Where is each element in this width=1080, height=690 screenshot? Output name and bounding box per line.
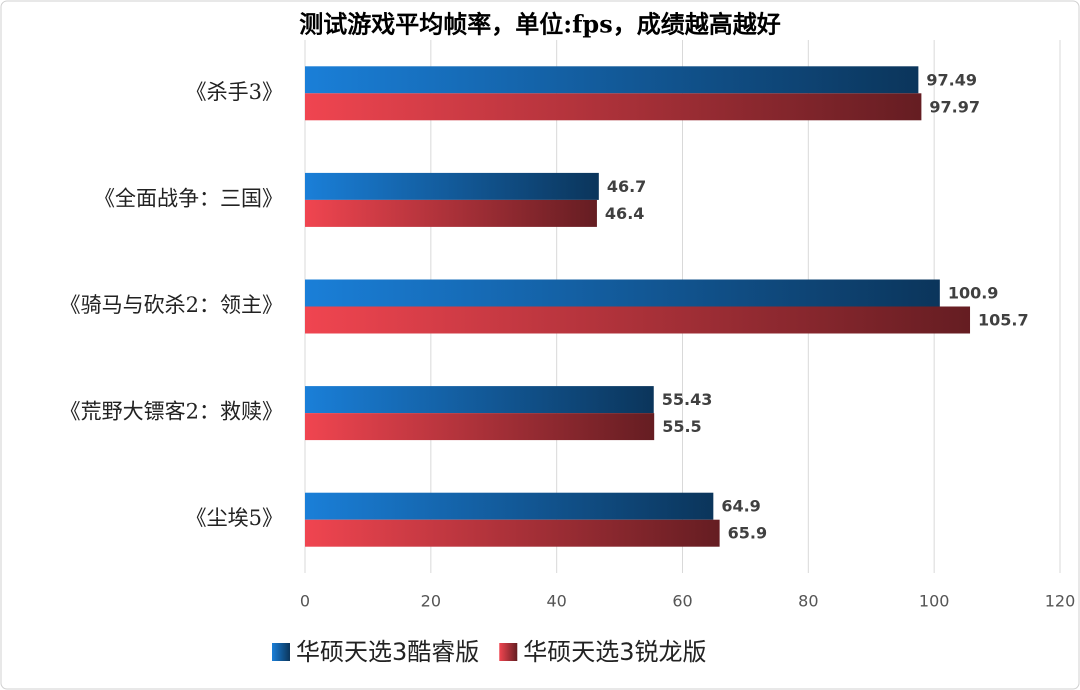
x-tick-label: 0 — [300, 592, 310, 611]
bar — [305, 413, 655, 441]
data-label: 65.9 — [728, 524, 767, 543]
data-label: 97.97 — [929, 97, 980, 116]
y-tick-label: 《全面战争：三国》 — [94, 186, 283, 210]
y-tick-label: 《荒野大镖客2：救赎》 — [60, 400, 283, 424]
legend-label: 华硕天选3锐龙版 — [523, 638, 706, 666]
bar — [305, 279, 940, 307]
data-label: 105.7 — [978, 311, 1029, 330]
y-tick-label: 《骑马与砍杀2：领主》 — [60, 293, 283, 317]
data-label: 55.5 — [662, 417, 701, 436]
y-tick-label: 《尘埃5》 — [186, 506, 283, 530]
bar — [305, 519, 720, 547]
x-tick-label: 120 — [1045, 592, 1076, 611]
data-label: 55.43 — [662, 390, 713, 409]
bar — [305, 386, 654, 414]
chart-title: 测试游戏平均帧率，单位:fps，成绩越高越好 — [299, 10, 780, 39]
x-tick-label: 20 — [421, 592, 441, 611]
bar — [305, 306, 971, 334]
x-tick-label: 80 — [798, 592, 818, 611]
bar — [305, 93, 922, 121]
legend-swatch — [272, 643, 290, 661]
x-tick-label: 60 — [672, 592, 692, 611]
bar — [305, 66, 919, 94]
x-tick-label: 40 — [546, 592, 566, 611]
bar — [305, 199, 597, 227]
legend-swatch — [499, 643, 518, 661]
bar — [305, 172, 599, 200]
bar — [305, 492, 714, 520]
x-tick-label: 100 — [919, 592, 950, 611]
data-label: 100.9 — [948, 284, 999, 303]
data-label: 46.7 — [607, 177, 646, 196]
y-tick-label: 《杀手3》 — [186, 80, 283, 104]
data-label: 97.49 — [926, 70, 977, 89]
legend-label: 华硕天选3酷睿版 — [296, 638, 479, 666]
data-label: 46.4 — [605, 204, 644, 223]
data-label: 64.9 — [721, 497, 760, 516]
